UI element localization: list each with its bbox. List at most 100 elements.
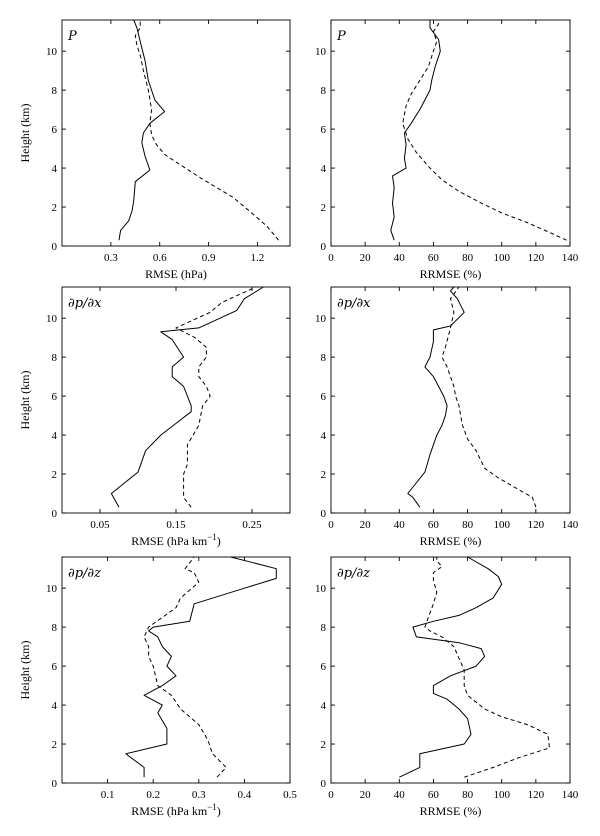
y-tick-label: 4 (52, 700, 58, 712)
x-axis-label-text: RRMSE (%) (420, 267, 482, 281)
y-tick-label: 4 (321, 430, 327, 442)
y-tick-label: 6 (321, 391, 327, 403)
y-tick-label: 6 (52, 391, 58, 403)
x-axis-label: RRMSE (%) (420, 804, 482, 818)
x-tick-label: 0.05 (90, 519, 110, 531)
x-axis-label-end: ) (217, 804, 221, 818)
x-axis-label: RMSE (hPa) (145, 267, 207, 281)
plot-frame (330, 19, 571, 247)
x-tick-label: 140 (562, 789, 579, 801)
plot-frame (330, 556, 571, 784)
x-axis-label-end: ) (217, 534, 221, 548)
series-line-solid (110, 286, 264, 508)
x-tick-label: 1.2 (251, 252, 265, 264)
chart-panel-6: 0 20 40 60 80 100 120 140 0 2 4 6 8 10 RRMSE (%) ∂p/∂z (315, 556, 579, 818)
chart-panel-3: 0.05 0.15 0.25 0 2 4 6 8 10 RMSE (hPa km−1) Height… (18, 286, 291, 548)
y-tick-label: 0 (321, 778, 327, 790)
y-tick-label: 8 (52, 622, 58, 634)
y-tick-label: 0 (321, 508, 327, 520)
x-tick-label: 0 (328, 789, 334, 801)
x-tick-label: 100 (493, 252, 510, 264)
y-tick-label: 10 (315, 313, 327, 325)
chart-panel-2: 0 20 40 60 80 100 120 140 0 2 4 6 8 10 RRMSE (%) P (315, 19, 579, 281)
y-axis-label: Height (km) (18, 371, 32, 430)
y-tick-label: 2 (321, 469, 327, 481)
x-tick-label: 0 (328, 519, 334, 531)
y-tick-label: 4 (321, 163, 327, 175)
panel-label: P (67, 29, 77, 44)
panel-label: ∂p/∂x (68, 296, 102, 311)
series-line-solid (125, 556, 277, 778)
series-line-solid (399, 556, 503, 778)
y-tick-label: 0 (52, 778, 58, 790)
y-axis-label: Height (km) (18, 104, 32, 163)
series-line-solid (118, 19, 166, 241)
x-tick-label: 0.2 (146, 789, 160, 801)
chart-panel-4: 0 20 40 60 80 100 120 140 0 2 4 6 8 10 RRMSE (%) ∂p/∂x (315, 286, 579, 548)
plot-frame (61, 286, 291, 514)
x-axis-label-superscript: −1 (207, 532, 217, 542)
x-axis-label-text: RMSE (hPa km (131, 534, 208, 548)
panel-label: ∂p/∂x (337, 296, 371, 311)
x-tick-label: 120 (528, 252, 545, 264)
y-tick-label: 8 (321, 85, 327, 97)
y-tick-label: 0 (321, 241, 327, 253)
x-tick-label: 80 (462, 252, 474, 264)
x-tick-label: 0.3 (104, 252, 118, 264)
x-tick-label: 60 (428, 789, 440, 801)
y-tick-label: 2 (52, 202, 58, 214)
y-tick-label: 4 (321, 700, 327, 712)
y-tick-label: 10 (315, 46, 327, 58)
x-tick-label: 120 (528, 789, 545, 801)
x-tick-label: 0.25 (242, 519, 262, 531)
x-tick-label: 40 (394, 789, 406, 801)
y-tick-label: 4 (52, 163, 58, 175)
chart-panel-5: 0.1 0.2 0.3 0.4 0.5 0 2 4 6 8 10 RMSE (hPa km−1) Hei… (18, 556, 297, 818)
y-tick-label: 10 (315, 583, 327, 595)
panel-label: ∂p/∂z (68, 566, 101, 581)
x-tick-label: 0.5 (283, 789, 297, 801)
y-tick-label: 10 (46, 583, 58, 595)
x-tick-label: 0.6 (153, 252, 167, 264)
chart-panel-1: 0.3 0.6 0.9 1.2 0 2 4 6 8 10 RMSE (hPa) Height (km)… (18, 19, 291, 281)
x-tick-label: 40 (394, 519, 406, 531)
x-tick-label: 60 (428, 252, 440, 264)
x-tick-label: 20 (360, 252, 372, 264)
y-tick-label: 8 (321, 622, 327, 634)
y-tick-label: 8 (321, 352, 327, 364)
y-tick-label: 0 (52, 241, 58, 253)
x-tick-label: 40 (394, 252, 406, 264)
x-tick-label: 100 (493, 789, 510, 801)
x-tick-label: 20 (360, 789, 372, 801)
x-tick-label: 140 (562, 519, 579, 531)
x-tick-label: 0 (328, 252, 334, 264)
plot-frame (61, 556, 291, 784)
plot-frame (61, 19, 291, 247)
series-line-dashed (134, 20, 279, 241)
series-line-dashed (143, 556, 227, 778)
panel-label: ∂p/∂z (337, 566, 370, 581)
x-axis-label-text: RRMSE (%) (420, 534, 482, 548)
y-tick-label: 6 (52, 661, 58, 673)
x-tick-label: 0.4 (238, 789, 252, 801)
series-line-dashed (424, 557, 550, 778)
y-tick-label: 2 (321, 739, 327, 751)
x-axis-label: RRMSE (%) (420, 534, 482, 548)
series-line-dashed (441, 286, 537, 508)
y-tick-label: 0 (52, 508, 58, 520)
x-axis-label-text: RMSE (hPa km (131, 804, 208, 818)
y-tick-label: 2 (321, 202, 327, 214)
y-axis-label: Height (km) (18, 641, 32, 700)
x-tick-label: 120 (528, 519, 545, 531)
x-axis-label-text: RRMSE (%) (420, 804, 482, 818)
x-tick-label: 0.15 (166, 519, 186, 531)
y-tick-label: 4 (52, 430, 58, 442)
y-tick-label: 8 (52, 352, 58, 364)
x-tick-label: 140 (562, 252, 579, 264)
x-tick-label: 0.3 (192, 789, 206, 801)
x-tick-label: 100 (493, 519, 510, 531)
x-tick-label: 0.1 (101, 789, 115, 801)
x-tick-label: 80 (462, 519, 474, 531)
y-tick-label: 10 (46, 313, 58, 325)
